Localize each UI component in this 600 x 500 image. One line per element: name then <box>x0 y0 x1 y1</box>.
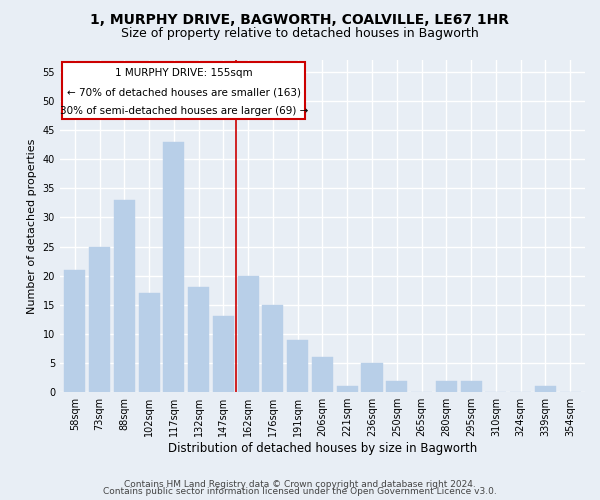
Text: Size of property relative to detached houses in Bagworth: Size of property relative to detached ho… <box>121 28 479 40</box>
Bar <box>312 357 333 392</box>
Text: 1, MURPHY DRIVE, BAGWORTH, COALVILLE, LE67 1HR: 1, MURPHY DRIVE, BAGWORTH, COALVILLE, LE… <box>91 12 509 26</box>
Bar <box>386 380 407 392</box>
Bar <box>262 305 283 392</box>
Bar <box>114 200 135 392</box>
FancyBboxPatch shape <box>62 62 305 120</box>
Bar <box>213 316 234 392</box>
Text: Contains public sector information licensed under the Open Government Licence v3: Contains public sector information licen… <box>103 487 497 496</box>
Y-axis label: Number of detached properties: Number of detached properties <box>27 138 37 314</box>
Bar <box>64 270 85 392</box>
Bar <box>238 276 259 392</box>
Text: Contains HM Land Registry data © Crown copyright and database right 2024.: Contains HM Land Registry data © Crown c… <box>124 480 476 489</box>
Bar <box>535 386 556 392</box>
Bar <box>89 246 110 392</box>
Bar <box>361 363 383 392</box>
Bar <box>139 293 160 392</box>
Bar <box>436 380 457 392</box>
X-axis label: Distribution of detached houses by size in Bagworth: Distribution of detached houses by size … <box>168 442 477 455</box>
Bar <box>461 380 482 392</box>
Bar <box>287 340 308 392</box>
Bar <box>163 142 184 392</box>
Text: 1 MURPHY DRIVE: 155sqm: 1 MURPHY DRIVE: 155sqm <box>115 68 253 78</box>
Text: ← 70% of detached houses are smaller (163): ← 70% of detached houses are smaller (16… <box>67 87 301 97</box>
Bar <box>188 288 209 392</box>
Text: 30% of semi-detached houses are larger (69) →: 30% of semi-detached houses are larger (… <box>59 106 308 117</box>
Bar <box>337 386 358 392</box>
